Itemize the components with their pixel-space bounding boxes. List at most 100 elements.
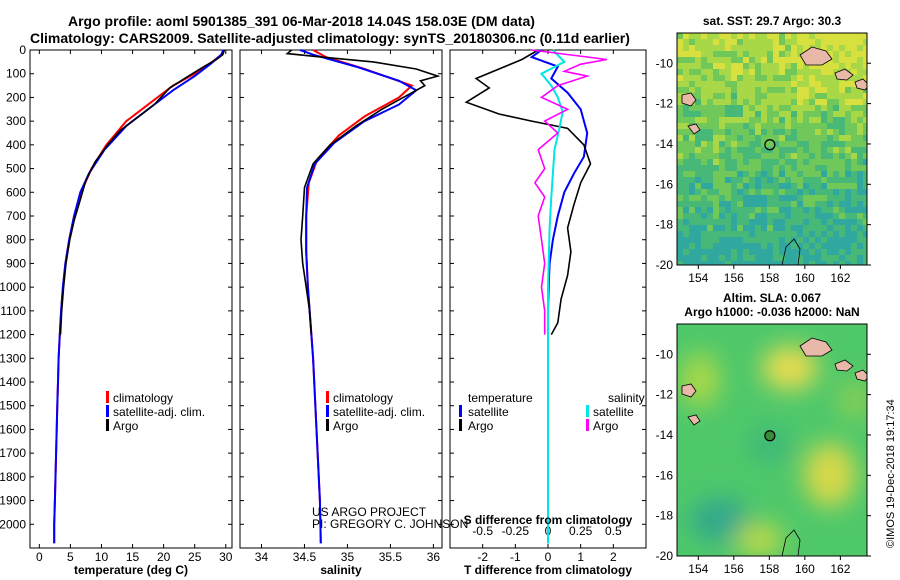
depth-tick-label: 100 — [6, 67, 26, 81]
legend-swatch-s-satellite — [586, 405, 589, 417]
sst-cell — [833, 189, 839, 195]
sst-cell — [743, 105, 749, 111]
sst-cell — [779, 213, 785, 219]
sst-cell — [851, 141, 857, 147]
sst-cell — [779, 231, 785, 237]
sst-cell — [749, 69, 755, 75]
sst-cell — [743, 207, 749, 213]
sst-cell — [851, 123, 857, 129]
sst-cell — [719, 111, 725, 117]
sst-cell — [791, 75, 797, 81]
sst-cell — [767, 123, 773, 129]
sst-cell — [785, 117, 791, 123]
sst-cell — [767, 201, 773, 207]
sst-cell — [719, 207, 725, 213]
sst-cell — [701, 153, 707, 159]
sst-cell — [803, 165, 809, 171]
sst-cell — [773, 93, 779, 99]
sst-cell — [689, 111, 695, 117]
sst-cell — [761, 261, 767, 265]
sst-cell — [791, 147, 797, 153]
sst-cell — [725, 105, 731, 111]
x-tick-label: 30 — [219, 550, 233, 564]
sst-cell — [737, 135, 743, 141]
sst-cell — [863, 45, 867, 51]
sst-cell — [815, 261, 821, 265]
sst-cell — [743, 63, 749, 69]
sst-cell — [785, 81, 791, 87]
sst-cell — [749, 117, 755, 123]
sst-cell — [845, 189, 851, 195]
sst-cell — [779, 57, 785, 63]
sst-cell — [773, 123, 779, 129]
sst-cell — [683, 57, 689, 63]
sst-cell — [785, 69, 791, 75]
sst-cell — [815, 147, 821, 153]
sst-cell — [851, 99, 857, 105]
sst-cell — [767, 63, 773, 69]
sst-cell — [779, 39, 785, 45]
sla-map-axes: 154 156 158 160 162 -10 -12 -14 -16 -18 -20 — [656, 347, 871, 576]
sst-cell — [863, 69, 867, 75]
sst-cell — [755, 99, 761, 105]
sst-cell — [701, 237, 707, 243]
sst-cell — [707, 213, 713, 219]
sst-cell — [761, 33, 767, 39]
sst-cell — [791, 93, 797, 99]
sst-cell — [737, 63, 743, 69]
sst-cell — [809, 201, 815, 207]
sst-cell — [749, 75, 755, 81]
sst-cell — [683, 183, 689, 189]
sst-cell — [803, 81, 809, 87]
sst-cell — [683, 195, 689, 201]
legend-argo: Argo — [113, 419, 139, 433]
sst-cell — [761, 183, 767, 189]
sst-cell — [779, 177, 785, 183]
sst-cell — [755, 81, 761, 87]
sst-cell — [851, 231, 857, 237]
sst-cell — [785, 51, 791, 57]
sst-cell — [701, 33, 707, 39]
sst-cell — [857, 219, 863, 225]
sla-blob — [804, 443, 856, 507]
x-tick-label: 2 — [610, 550, 617, 564]
sst-cell — [863, 207, 867, 213]
sst-cell — [731, 183, 737, 189]
sst-cell — [683, 135, 689, 141]
sst-cell — [719, 93, 725, 99]
sst-cell — [785, 201, 791, 207]
sst-cell — [821, 111, 827, 117]
sst-cell — [731, 147, 737, 153]
sst-cell — [713, 243, 719, 249]
sst-cell — [857, 105, 863, 111]
sst-cell — [731, 81, 737, 87]
difference-series — [464, 49, 607, 544]
sst-cell — [785, 159, 791, 165]
sst-cell — [791, 255, 797, 261]
sst-cell — [809, 219, 815, 225]
sst-cell — [695, 207, 701, 213]
sst-cell — [725, 63, 731, 69]
sst-cell — [689, 141, 695, 147]
sst-cell — [755, 177, 761, 183]
sst-cell — [845, 225, 851, 231]
sst-cell — [725, 159, 731, 165]
difference-profile-panel: -2 -1 0 1 2-0.5 -0.25 0 0.25 0.5 S difference fr… — [449, 49, 647, 577]
sst-cell — [695, 159, 701, 165]
sst-cell — [731, 75, 737, 81]
sst-cell — [851, 165, 857, 171]
sst-cell — [719, 237, 725, 243]
sst-cell — [803, 129, 809, 135]
sst-cell — [791, 129, 797, 135]
sst-cell — [839, 93, 845, 99]
sst-cell — [755, 129, 761, 135]
sst-cell — [737, 117, 743, 123]
sst-cell — [743, 171, 749, 177]
sst-cell — [707, 93, 713, 99]
sst-cell — [725, 165, 731, 171]
sst-cell — [821, 63, 827, 69]
sst-cell — [773, 57, 779, 63]
sst-cell — [713, 183, 719, 189]
sst-cell — [827, 129, 833, 135]
sst-cell — [719, 183, 725, 189]
